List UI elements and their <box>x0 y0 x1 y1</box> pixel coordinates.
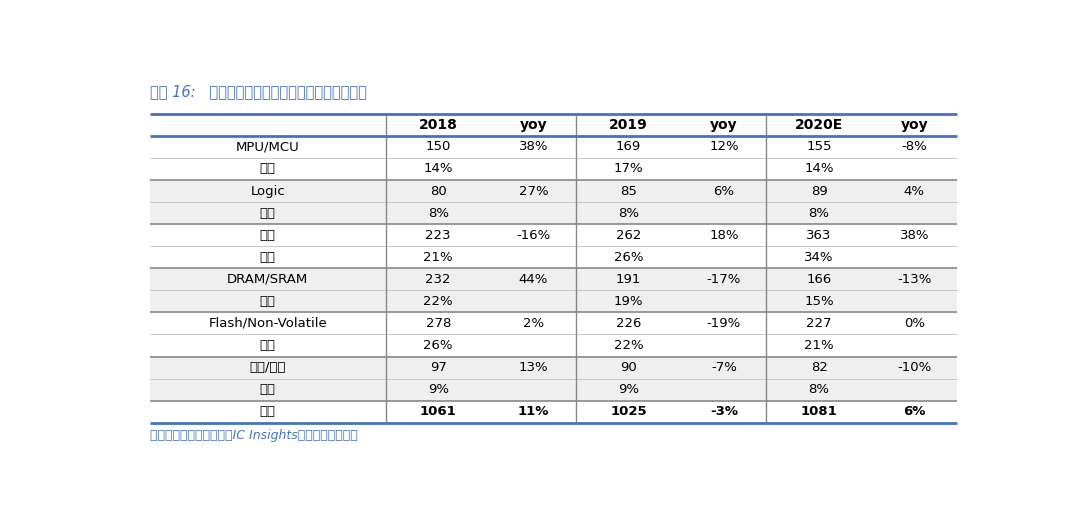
Text: 4%: 4% <box>904 184 924 198</box>
Text: yoy: yoy <box>710 118 738 132</box>
Text: 82: 82 <box>811 361 827 374</box>
Bar <box>150 268 957 291</box>
Text: 90: 90 <box>620 361 637 374</box>
Text: 21%: 21% <box>423 251 453 264</box>
Text: 227: 227 <box>807 317 832 330</box>
Bar <box>150 136 957 158</box>
Text: 14%: 14% <box>423 163 453 175</box>
Text: 166: 166 <box>807 273 832 286</box>
Text: 155: 155 <box>807 140 832 153</box>
Text: 占比: 占比 <box>260 339 275 352</box>
Text: 232: 232 <box>426 273 451 286</box>
Text: 图表 16:   全球各类芯片资本开支及预测（亿美元）: 图表 16: 全球各类芯片资本开支及预测（亿美元） <box>150 84 367 100</box>
Text: -16%: -16% <box>516 229 551 242</box>
Text: 9%: 9% <box>618 383 639 396</box>
Text: Flash/Non-Volatile: Flash/Non-Volatile <box>208 317 327 330</box>
Text: 22%: 22% <box>423 295 453 308</box>
Bar <box>150 114 957 136</box>
Text: 占比: 占比 <box>260 207 275 219</box>
Bar <box>150 312 957 334</box>
Text: 17%: 17% <box>613 163 644 175</box>
Text: 97: 97 <box>430 361 447 374</box>
Text: 15%: 15% <box>805 295 834 308</box>
Text: 2019: 2019 <box>609 118 648 132</box>
Text: 总计: 总计 <box>260 405 275 418</box>
Text: -13%: -13% <box>897 273 932 286</box>
Text: 占比: 占比 <box>260 163 275 175</box>
Text: Logic: Logic <box>251 184 285 198</box>
Text: -19%: -19% <box>706 317 741 330</box>
Text: 80: 80 <box>430 184 447 198</box>
Text: 模拟/其他: 模拟/其他 <box>249 361 286 374</box>
Bar <box>150 334 957 357</box>
Text: -7%: -7% <box>711 361 737 374</box>
Text: 363: 363 <box>807 229 832 242</box>
Text: 85: 85 <box>620 184 637 198</box>
Text: 占比: 占比 <box>260 383 275 396</box>
Text: 12%: 12% <box>710 140 739 153</box>
Text: 1081: 1081 <box>800 405 837 418</box>
Text: 89: 89 <box>811 184 827 198</box>
Text: 19%: 19% <box>613 295 644 308</box>
Text: 8%: 8% <box>428 207 448 219</box>
Text: 13%: 13% <box>518 361 549 374</box>
Text: 8%: 8% <box>809 383 829 396</box>
Bar <box>150 291 957 312</box>
Text: -17%: -17% <box>706 273 741 286</box>
Text: 资料来源：国盛电子组，IC Insights，国盛证券研究所: 资料来源：国盛电子组，IC Insights，国盛证券研究所 <box>150 429 357 441</box>
Bar <box>150 246 957 268</box>
Text: 0%: 0% <box>904 317 924 330</box>
Text: 1025: 1025 <box>610 405 647 418</box>
Text: 代工: 代工 <box>260 229 275 242</box>
Text: 38%: 38% <box>900 229 929 242</box>
Text: 8%: 8% <box>809 207 829 219</box>
Text: 占比: 占比 <box>260 295 275 308</box>
Text: DRAM/SRAM: DRAM/SRAM <box>227 273 309 286</box>
Text: 2020E: 2020E <box>795 118 843 132</box>
Text: 226: 226 <box>616 317 642 330</box>
Text: 169: 169 <box>616 140 642 153</box>
Text: 2%: 2% <box>523 317 544 330</box>
Text: 18%: 18% <box>710 229 739 242</box>
Text: 278: 278 <box>426 317 451 330</box>
Bar <box>150 180 957 202</box>
Text: 21%: 21% <box>805 339 834 352</box>
Bar <box>150 378 957 401</box>
Text: 223: 223 <box>426 229 451 242</box>
Text: 6%: 6% <box>714 184 734 198</box>
Text: 150: 150 <box>426 140 451 153</box>
Text: -10%: -10% <box>897 361 931 374</box>
Text: 26%: 26% <box>613 251 644 264</box>
Text: 8%: 8% <box>618 207 639 219</box>
Text: MPU/MCU: MPU/MCU <box>235 140 300 153</box>
Text: 26%: 26% <box>423 339 453 352</box>
Text: 11%: 11% <box>517 405 549 418</box>
Text: -3%: -3% <box>710 405 738 418</box>
Bar <box>150 401 957 423</box>
Text: 6%: 6% <box>903 405 926 418</box>
Text: 2018: 2018 <box>419 118 458 132</box>
Bar <box>150 357 957 378</box>
Text: 占比: 占比 <box>260 251 275 264</box>
Text: 22%: 22% <box>613 339 644 352</box>
Text: 44%: 44% <box>518 273 549 286</box>
Bar <box>150 202 957 224</box>
Text: yoy: yoy <box>519 118 548 132</box>
Text: yoy: yoy <box>901 118 928 132</box>
Text: 191: 191 <box>616 273 642 286</box>
Text: 14%: 14% <box>805 163 834 175</box>
Bar <box>150 224 957 246</box>
Text: 34%: 34% <box>805 251 834 264</box>
Text: 38%: 38% <box>518 140 549 153</box>
Bar <box>150 158 957 180</box>
Text: 9%: 9% <box>428 383 448 396</box>
Text: 1061: 1061 <box>420 405 457 418</box>
Text: 262: 262 <box>616 229 642 242</box>
Text: -8%: -8% <box>902 140 928 153</box>
Text: 27%: 27% <box>518 184 549 198</box>
